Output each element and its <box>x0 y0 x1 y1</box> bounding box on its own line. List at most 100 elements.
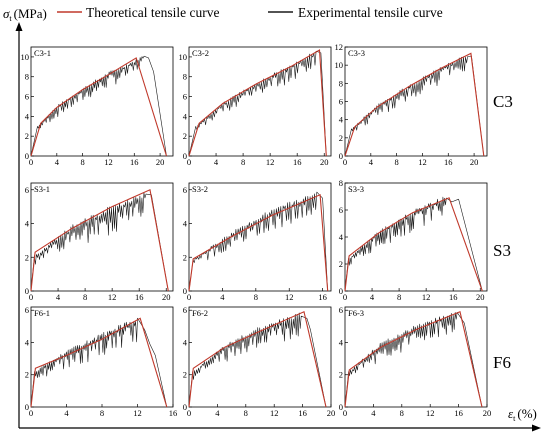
panel-c3-1: 0 4 8 12 16 20 0 2 4 6 8 10 C3-1 <box>21 46 174 167</box>
x-tick-label: 8 <box>244 408 248 418</box>
x-tick-label: 8 <box>81 157 85 167</box>
x-tick-label: 4 <box>371 408 376 418</box>
x-tick-label: 16 <box>130 157 139 167</box>
y-tick-label: 2 <box>339 370 343 380</box>
y-tick-label: 2 <box>183 370 187 380</box>
theoretical-curve <box>188 311 327 408</box>
x-tick-label: 8 <box>241 157 245 167</box>
x-tick-label: 12 <box>285 292 294 302</box>
x-tick-label: 12 <box>270 408 279 418</box>
y-tick-label: 6 <box>183 185 187 195</box>
x-tick-label: 16 <box>293 157 302 167</box>
x-tick-label: 0 <box>343 157 347 167</box>
x-tick-label: 12 <box>133 408 142 418</box>
panel-s3-3: 0 4 8 12 16 20 0 2 4 6 8 S3-3 <box>339 178 488 302</box>
theoretical-curve <box>30 317 168 408</box>
panel-f6-3: 0 4 8 12 16 20 0 2 4 6 F6-3 <box>339 305 492 418</box>
y-tick-label: 10 <box>21 52 30 62</box>
row-label-s3: S3 <box>493 241 511 260</box>
y-tick-label: 2 <box>339 259 343 269</box>
x-tick-label: 4 <box>214 157 219 167</box>
x-tick-label: 20 <box>162 292 171 302</box>
panel-frame <box>30 306 174 408</box>
y-tick-label: 8 <box>339 178 343 188</box>
y-tick-label: 4 <box>25 337 30 347</box>
panel-c3-3: 0 4 8 12 16 20 0 2 4 6 8 10 12 C3-3 <box>335 42 488 167</box>
panel-title: S3-2 <box>192 184 208 194</box>
x-tick-label: 8 <box>395 157 399 167</box>
panel-frame <box>188 46 332 157</box>
y-tick-label: 2 <box>339 133 343 143</box>
y-tick-label: 0 <box>25 151 29 161</box>
x-tick-label: 8 <box>400 408 404 418</box>
panel-f6-1: 0 4 8 12 16 0 2 4 6 F6-1 <box>25 305 178 418</box>
x-tick-label: 20 <box>320 157 329 167</box>
x-tick-label: 8 <box>83 292 87 302</box>
y-tick-label: 4 <box>25 219 30 229</box>
x-tick-label: 16 <box>135 292 144 302</box>
y-tick-label: 4 <box>183 337 188 347</box>
theoretical-curve <box>344 52 485 157</box>
panel-title: C3-1 <box>34 48 51 58</box>
experimental-curve <box>30 55 167 157</box>
theoretical-curve <box>188 193 329 292</box>
experimental-curve <box>188 50 327 157</box>
experimental-curve <box>30 317 168 408</box>
x-tick-label: 4 <box>370 292 375 302</box>
x-tick-label: 0 <box>343 408 347 418</box>
x-tick-label: 20 <box>476 292 485 302</box>
x-tick-label: 12 <box>108 292 117 302</box>
y-tick-label: 2 <box>25 370 29 380</box>
x-tick-label: 12 <box>266 157 275 167</box>
global-axes <box>15 22 541 432</box>
x-tick-label: 12 <box>418 157 427 167</box>
panel-title: C3-2 <box>192 48 209 58</box>
x-tick-label: 12 <box>104 157 113 167</box>
x-tick-label: 0 <box>29 292 33 302</box>
y-tick-label: 0 <box>25 402 29 412</box>
x-tick-label: 16 <box>449 292 458 302</box>
x-tick-label: 8 <box>397 292 401 302</box>
x-tick-label: 4 <box>55 157 60 167</box>
panel-frame <box>188 306 332 408</box>
y-tick-label: 6 <box>25 185 29 195</box>
x-tick-label: 16 <box>318 292 327 302</box>
y-axis-label: σt (MPa) <box>3 6 47 23</box>
y-tick-label: 8 <box>339 78 343 88</box>
x-tick-label: 20 <box>327 408 336 418</box>
x-axis-arrow-icon <box>532 424 541 432</box>
y-tick-label: 2 <box>25 252 29 262</box>
x-tick-label: 4 <box>369 157 374 167</box>
y-tick-label: 4 <box>183 219 188 229</box>
y-tick-label: 0 <box>183 151 187 161</box>
x-tick-label: 16 <box>169 408 178 418</box>
y-axis-arrow-icon <box>15 22 23 31</box>
experimental-curve <box>344 196 483 292</box>
y-tick-label: 10 <box>179 52 188 62</box>
y-tick-label: 0 <box>183 286 187 296</box>
y-tick-label: 6 <box>25 305 29 315</box>
legend: Theoretical tensile curve Experimental t… <box>57 5 443 20</box>
theoretical-curve <box>188 49 327 157</box>
panel-title: S3-3 <box>348 184 364 194</box>
experimental-curve <box>30 192 169 292</box>
panel-title: F6-2 <box>192 308 208 318</box>
panel-s3-2: 0 4 8 12 16 0 2 4 6 S3-2 <box>183 182 332 302</box>
y-tick-label: 0 <box>339 286 343 296</box>
theoretical-curve <box>344 197 483 292</box>
panel-frame <box>344 182 488 292</box>
row-label-f6: F6 <box>493 353 511 372</box>
y-tick-label: 4 <box>339 232 344 242</box>
y-tick-label: 0 <box>25 286 29 296</box>
y-tick-label: 4 <box>25 111 30 121</box>
experimental-curve <box>344 312 483 408</box>
x-tick-label: 8 <box>100 408 104 418</box>
y-tick-label: 6 <box>339 97 343 107</box>
x-tick-label: 0 <box>187 408 191 418</box>
y-tick-label: 6 <box>339 205 343 215</box>
panel-f6-2: 0 4 8 12 16 20 0 2 4 6 F6-2 <box>183 305 336 418</box>
x-tick-label: 0 <box>187 157 191 167</box>
y-tick-label: 6 <box>339 305 343 315</box>
